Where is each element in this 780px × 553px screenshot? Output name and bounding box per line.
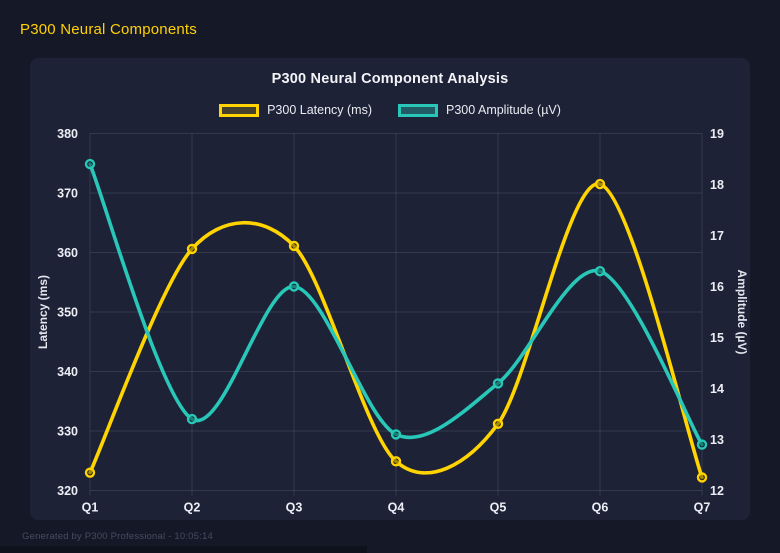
data-point-latency[interactable] (594, 178, 606, 190)
legend-label: P300 Amplitude (µV) (446, 103, 561, 117)
data-point-amplitude[interactable] (390, 429, 402, 440)
chart-title: P300 Neural Component Analysis (271, 71, 509, 87)
right-axis-title: Amplitude (µV) (735, 270, 749, 355)
left-axis-tick: 360 (57, 246, 78, 260)
page-title: P300 Neural Components (20, 21, 198, 38)
legend-label: P300 Latency (ms) (267, 103, 372, 117)
x-axis-tick: Q1 (82, 501, 99, 515)
left-axis-tick: 370 (57, 187, 78, 201)
legend: P300 Latency (ms) P300 Amplitude (µV) (30, 103, 750, 117)
x-axis-tick: Q6 (592, 501, 609, 515)
data-point-latency[interactable] (492, 418, 504, 430)
right-axis-tick: 16 (710, 280, 724, 294)
data-point-amplitude[interactable] (594, 265, 606, 277)
left-axis-title: Latency (ms) (36, 275, 50, 349)
x-axis-tick: Q7 (694, 501, 711, 515)
data-point-latency[interactable] (696, 472, 708, 483)
right-axis-tick: 14 (710, 382, 724, 396)
legend-swatch (398, 103, 438, 117)
data-point-latency[interactable] (288, 240, 300, 252)
right-axis-tick: 17 (710, 229, 724, 243)
data-point-amplitude[interactable] (84, 158, 96, 170)
chart-panel: 380 370 360 350 340 330 320 19 18 17 16 15 14 13 12 Q1 Q… (30, 58, 750, 520)
data-point-latency[interactable] (390, 456, 402, 467)
series-line-amplitude[interactable] (88, 162, 704, 447)
x-axis-tick: Q3 (286, 501, 303, 515)
series-line-latency[interactable] (88, 182, 704, 480)
right-axis-tick: 18 (710, 178, 724, 192)
right-axis-tick: 15 (710, 331, 724, 345)
left-axis-tick: 330 (57, 425, 78, 439)
left-axis-tick: 320 (57, 484, 78, 498)
right-axis-tick: 13 (710, 433, 724, 447)
left-axis-tick: 380 (57, 127, 78, 141)
right-axis-tick: 12 (710, 484, 724, 498)
left-axis-tick: 340 (57, 365, 78, 379)
footer-text: Generated by P300 Professional - 10:05:1… (22, 531, 213, 542)
bottom-strip (0, 546, 367, 553)
right-axis-tick: 19 (710, 127, 724, 141)
x-axis-tick: Q4 (388, 501, 405, 515)
data-point-amplitude[interactable] (492, 378, 504, 389)
legend-swatch (219, 103, 260, 117)
data-point-latency[interactable] (84, 467, 96, 478)
data-point-amplitude[interactable] (288, 281, 300, 292)
x-axis-tick: Q2 (184, 501, 201, 515)
left-axis-tick: 350 (57, 306, 78, 320)
data-point-amplitude[interactable] (186, 413, 198, 425)
data-point-amplitude[interactable] (696, 439, 708, 450)
legend-item-latency[interactable]: P300 Latency (ms) (219, 103, 372, 117)
legend-item-amplitude[interactable]: P300 Amplitude (µV) (398, 103, 561, 117)
chart-plot[interactable]: 380 370 360 350 340 330 320 19 18 17 16 15 14 13 12 Q1 Q… (30, 58, 750, 520)
data-point-latency[interactable] (186, 243, 198, 255)
x-axis-tick: Q5 (490, 501, 507, 515)
